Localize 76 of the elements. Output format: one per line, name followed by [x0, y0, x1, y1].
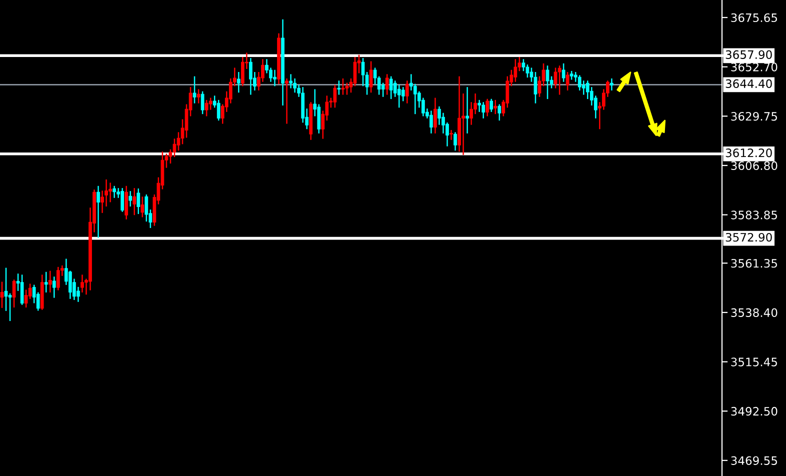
ref-line-label: 3657.90 — [726, 50, 772, 60]
candlestick — [345, 82, 349, 95]
candlestick — [108, 182, 112, 202]
candlestick — [112, 186, 116, 198]
y-tick-label: 3492.50 — [731, 406, 778, 416]
candlestick — [341, 78, 345, 95]
candlestick — [397, 84, 401, 108]
candlestick — [490, 98, 494, 112]
candlestick — [204, 100, 208, 116]
candlestick — [566, 72, 570, 90]
candlestick — [494, 100, 498, 114]
candlestick — [120, 188, 124, 212]
candlestick — [196, 89, 200, 104]
candlestick — [401, 87, 405, 102]
candlestick — [240, 56, 244, 86]
candlestick — [582, 80, 586, 95]
candlestick — [236, 72, 240, 93]
candlestick — [522, 59, 526, 72]
candlestick — [216, 100, 220, 121]
candlestick — [208, 98, 212, 110]
ref-line-label: 3572.90 — [726, 232, 772, 242]
candlestick — [514, 59, 518, 82]
candlestick — [562, 63, 566, 82]
candlestick — [48, 270, 52, 292]
candlestick — [285, 78, 288, 124]
candlestick — [124, 186, 128, 220]
candlestick — [369, 61, 373, 93]
candlestick — [144, 194, 148, 222]
candlestick — [176, 132, 180, 151]
candlestick — [44, 272, 48, 292]
candlestick — [405, 80, 409, 104]
candlestick — [333, 84, 337, 108]
candlestick — [293, 78, 296, 93]
candlestick — [389, 76, 393, 100]
candlestick — [434, 98, 437, 134]
candlestick — [558, 66, 562, 95]
candlestick — [273, 70, 276, 86]
candlestick — [96, 186, 100, 238]
candlestick — [132, 188, 136, 216]
candlestick — [337, 80, 341, 95]
candlestick — [361, 58, 365, 86]
y-tick-label: 3606.80 — [731, 161, 778, 170]
candlestick — [466, 87, 469, 134]
candlestick — [8, 293, 12, 322]
candlestick — [12, 280, 16, 308]
candlestick — [172, 138, 176, 158]
candlestick — [249, 58, 252, 95]
candlestick — [450, 130, 453, 140]
y-tick-label: 3629.75 — [731, 112, 777, 121]
candlestick — [52, 276, 56, 298]
y-tick-label: 3469.55 — [731, 456, 777, 465]
y-tick-label: 3583.85 — [731, 210, 777, 220]
candlestick — [200, 91, 204, 114]
candlestick — [486, 98, 490, 116]
candlestick — [610, 78, 614, 90]
candlestick — [136, 188, 140, 214]
candlestick — [56, 266, 60, 290]
candlestick — [430, 110, 433, 134]
candlestick — [454, 132, 457, 151]
y-tick-label: 3561.35 — [731, 258, 777, 268]
candlestick — [128, 191, 132, 206]
candlestick — [0, 282, 4, 308]
y-tick-label: 3515.45 — [731, 358, 777, 366]
y-tick-label: 3538.40 — [731, 308, 778, 318]
candlestick — [385, 74, 389, 95]
y-tick-label: 3675.65 — [731, 13, 777, 22]
candlestick — [192, 76, 196, 104]
candlestick — [140, 196, 144, 218]
candlestick — [546, 66, 550, 100]
candlestick — [80, 274, 84, 292]
ref-line-label: 3644.40 — [726, 79, 772, 88]
candlestick — [498, 104, 502, 121]
candlestick — [289, 74, 292, 88]
candlestick — [482, 102, 486, 118]
ref-line-label: 3612.20 — [726, 148, 772, 158]
candlestick — [20, 274, 24, 305]
